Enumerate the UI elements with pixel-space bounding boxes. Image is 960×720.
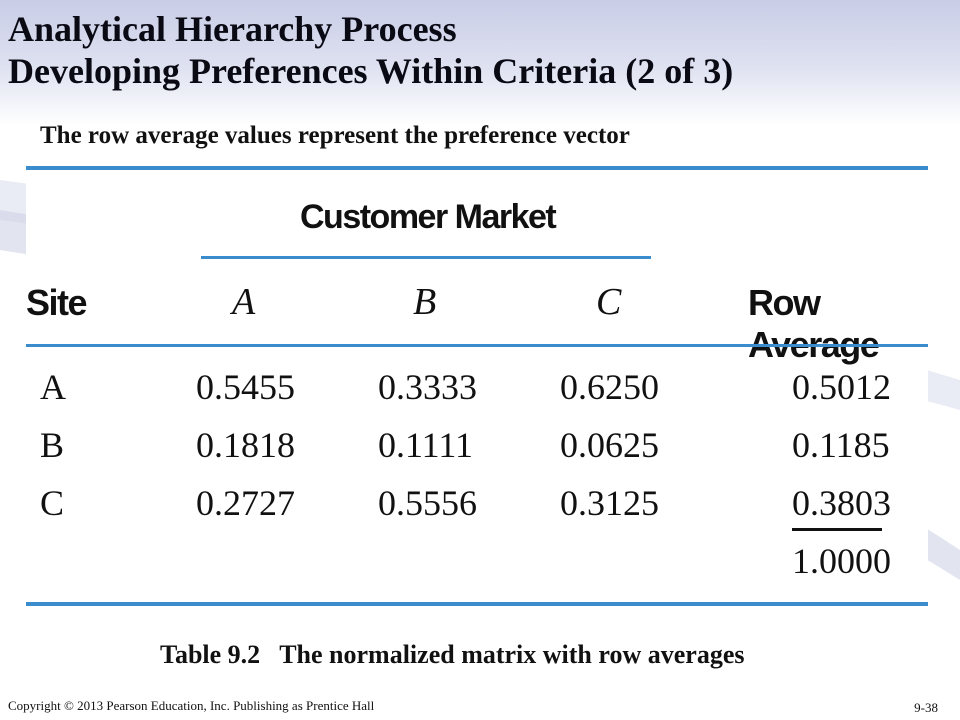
row-b-site: B [40,425,65,465]
row-c-col-c: 0.3125 [560,483,659,523]
column-header-row-average: Row Average [748,282,880,365]
row-c-row-average: 0.3803 [792,483,891,523]
page-number: 9-38 [914,700,938,715]
slide-subtitle: The row average values represent the pre… [40,122,630,149]
column-header-b: B [413,281,437,323]
sum-rule [792,528,882,531]
slide-title: Analytical Hierarchy Process Developing … [8,8,733,92]
row-b-col-b: 0.1111 [378,425,473,465]
slide-title-line-2: Developing Preferences Within Criteria (… [8,51,734,91]
table-caption: Table 9.2 The normalized matrix with row… [160,640,745,669]
row-b-col-c: 0.0625 [560,425,659,465]
row-c-col-b: 0.5556 [378,483,477,523]
row-a-col-a: 0.5455 [196,367,295,407]
table-bottom-rule [26,602,928,606]
row-average-total: 1.0000 [792,541,891,581]
row-c-site: C [40,483,65,523]
title-band [0,0,960,125]
row-a-row-average: 0.5012 [792,367,891,407]
group-header-rule [201,256,651,259]
row-a-col-c: 0.6250 [560,367,659,407]
column-header-a: A [232,281,256,323]
normalized-matrix-table: Customer Market Site A B C Row Average A… [26,166,928,610]
copyright-notice: Copyright © 2013 Pearson Education, Inc.… [8,698,375,713]
group-header-customer-market: Customer Market [300,198,557,236]
row-c-col-a: 0.2727 [196,483,295,523]
header-bottom-rule [26,344,928,347]
row-b-row-average: 0.1185 [792,425,890,465]
table-top-rule [26,166,928,170]
column-header-c: C [596,281,622,323]
column-header-site: Site [26,282,88,323]
row-b-col-a: 0.1818 [196,425,295,465]
row-a-col-b: 0.3333 [378,367,477,407]
row-a-site: A [40,367,66,407]
slide-title-line-1: Analytical Hierarchy Process [8,9,457,49]
